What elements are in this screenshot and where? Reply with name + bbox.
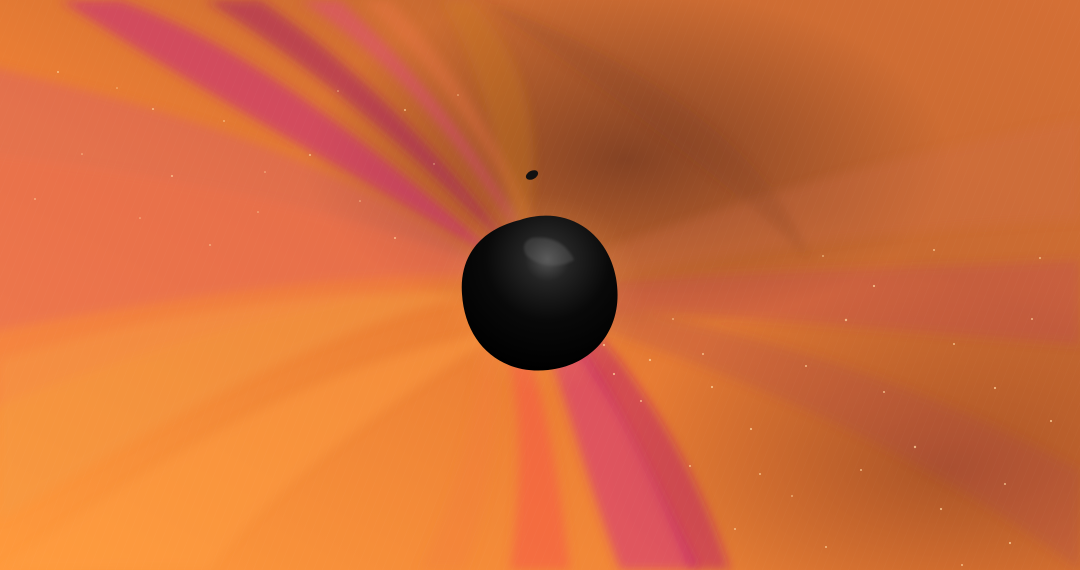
black-hole-highlight bbox=[524, 237, 574, 266]
small-black-hole bbox=[525, 170, 539, 180]
large-black-hole bbox=[461, 215, 618, 371]
star-field bbox=[34, 71, 1053, 566]
